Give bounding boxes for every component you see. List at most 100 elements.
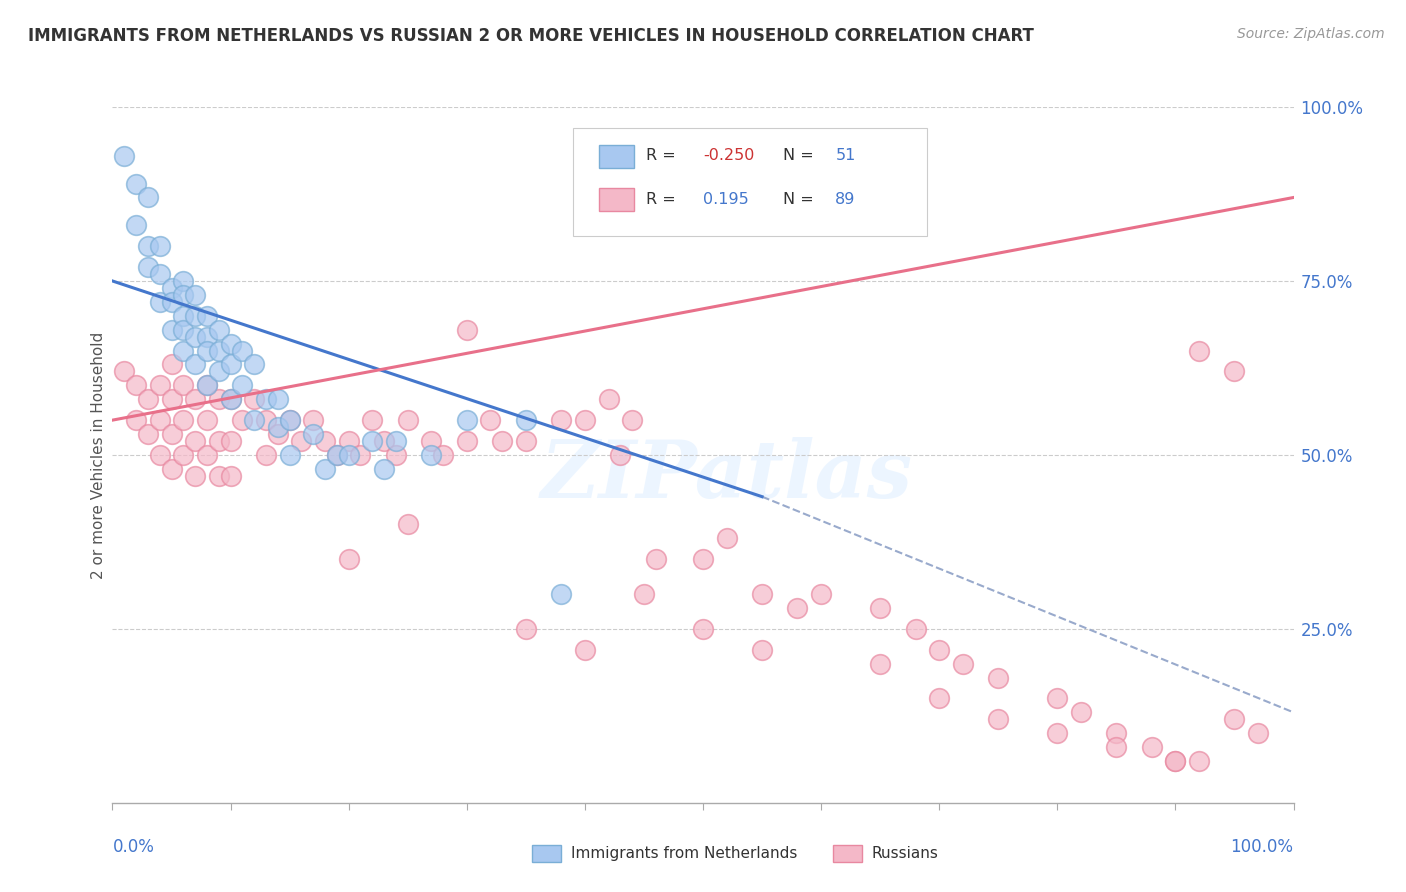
Point <box>290 434 312 448</box>
Point <box>195 309 218 323</box>
Point <box>869 601 891 615</box>
Point <box>278 413 301 427</box>
Point <box>751 587 773 601</box>
Point <box>149 378 172 392</box>
Point <box>716 532 738 546</box>
Point <box>149 294 172 309</box>
Point <box>125 378 148 392</box>
Point <box>420 434 443 448</box>
Point <box>208 392 231 407</box>
Point <box>1223 364 1246 378</box>
Point <box>125 177 148 191</box>
Bar <box>599 188 634 211</box>
Point <box>184 434 207 448</box>
Point <box>987 671 1010 685</box>
FancyBboxPatch shape <box>574 128 928 235</box>
Y-axis label: 2 or more Vehicles in Household: 2 or more Vehicles in Household <box>90 331 105 579</box>
Bar <box>832 845 862 862</box>
Point <box>396 413 419 427</box>
Point <box>172 323 194 337</box>
Point <box>231 343 253 358</box>
Point <box>136 190 159 204</box>
Point <box>456 413 478 427</box>
Point <box>302 427 325 442</box>
Point <box>515 434 537 448</box>
Point <box>337 552 360 566</box>
Point <box>231 413 253 427</box>
Point <box>786 601 808 615</box>
Point <box>598 392 620 407</box>
Point <box>609 448 631 462</box>
Text: R =: R = <box>647 192 681 207</box>
Point <box>904 622 927 636</box>
Text: Source: ZipAtlas.com: Source: ZipAtlas.com <box>1237 27 1385 41</box>
Point <box>1164 754 1187 768</box>
Text: N =: N = <box>783 148 820 163</box>
Point <box>172 413 194 427</box>
Point <box>515 622 537 636</box>
Point <box>219 336 242 351</box>
Point <box>456 434 478 448</box>
Point <box>160 392 183 407</box>
Point <box>195 343 218 358</box>
Point <box>1247 726 1270 740</box>
Point <box>149 413 172 427</box>
Point <box>1046 726 1069 740</box>
Point <box>326 448 349 462</box>
Point <box>337 448 360 462</box>
Point <box>550 587 572 601</box>
Point <box>195 378 218 392</box>
Point <box>1188 754 1211 768</box>
Text: 89: 89 <box>835 192 856 207</box>
Point <box>184 392 207 407</box>
Point <box>278 413 301 427</box>
Point <box>172 343 194 358</box>
Text: ZIPatlas: ZIPatlas <box>540 437 912 515</box>
Point <box>172 448 194 462</box>
Point <box>160 358 183 372</box>
Point <box>751 642 773 657</box>
Point <box>219 468 242 483</box>
Point <box>267 392 290 407</box>
Point <box>432 448 454 462</box>
Point <box>810 587 832 601</box>
Point <box>254 392 277 407</box>
Bar <box>531 845 561 862</box>
Point <box>208 468 231 483</box>
Point <box>243 358 266 372</box>
Point <box>243 413 266 427</box>
Point <box>385 434 408 448</box>
Point <box>184 358 207 372</box>
Point <box>112 364 135 378</box>
Point <box>574 642 596 657</box>
Point <box>373 462 395 476</box>
Point <box>1188 343 1211 358</box>
Point <box>550 413 572 427</box>
Point <box>184 468 207 483</box>
Point <box>195 413 218 427</box>
Point <box>515 413 537 427</box>
Point <box>420 448 443 462</box>
Text: Immigrants from Netherlands: Immigrants from Netherlands <box>571 847 797 861</box>
Point <box>1105 726 1128 740</box>
Point <box>254 448 277 462</box>
Point <box>160 323 183 337</box>
Point <box>208 434 231 448</box>
Point <box>160 427 183 442</box>
Text: Russians: Russians <box>872 847 939 861</box>
Point <box>160 281 183 295</box>
Point <box>160 294 183 309</box>
Point <box>692 622 714 636</box>
Point <box>172 274 194 288</box>
Point <box>231 378 253 392</box>
Point <box>184 329 207 343</box>
Point <box>574 413 596 427</box>
Point <box>136 260 159 274</box>
Point <box>1140 740 1163 755</box>
Point <box>491 434 513 448</box>
Text: -0.250: -0.250 <box>703 148 755 163</box>
Point <box>479 413 502 427</box>
Point <box>373 434 395 448</box>
Point <box>208 364 231 378</box>
Point <box>160 462 183 476</box>
